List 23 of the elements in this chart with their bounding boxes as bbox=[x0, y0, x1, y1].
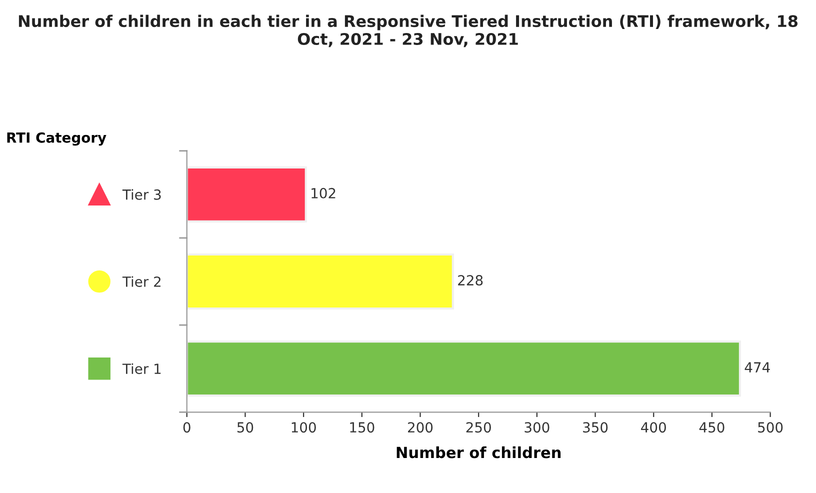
x-tick-label: 350 bbox=[583, 422, 608, 433]
x-tick-label: 250 bbox=[466, 422, 491, 433]
y-tick-label: Tier 2 bbox=[122, 276, 160, 287]
x-tick-label: 450 bbox=[699, 422, 724, 433]
bar bbox=[186, 253, 454, 310]
y-tick-label: Tier 1 bbox=[122, 363, 161, 374]
y-axis-title: RTI Category bbox=[7, 132, 106, 146]
data-label: 474 bbox=[744, 362, 770, 372]
x-tick-label: 500 bbox=[758, 422, 783, 433]
data-label: 228 bbox=[458, 275, 483, 286]
x-tick-label: 150 bbox=[350, 422, 374, 433]
x-axis-title: Number of children bbox=[396, 446, 561, 458]
x-tick-label: 50 bbox=[237, 422, 254, 433]
bar bbox=[186, 166, 307, 222]
x-tick-label: 200 bbox=[408, 422, 433, 433]
x-tick-label: 0 bbox=[183, 422, 190, 433]
y-tick-label: Tier 3 bbox=[122, 189, 161, 200]
x-tick-label: 400 bbox=[641, 422, 666, 433]
data-label: 102 bbox=[312, 188, 336, 198]
x-tick-label: 300 bbox=[524, 422, 550, 433]
chart-title: Number of children in each tier in a Responsive Tiered Instruction (RTI) framework, 18 Oct, 2021 - 23 Nov, 2021 bbox=[18, 14, 798, 48]
x-tick-label: 100 bbox=[292, 422, 316, 433]
bar bbox=[186, 340, 742, 397]
